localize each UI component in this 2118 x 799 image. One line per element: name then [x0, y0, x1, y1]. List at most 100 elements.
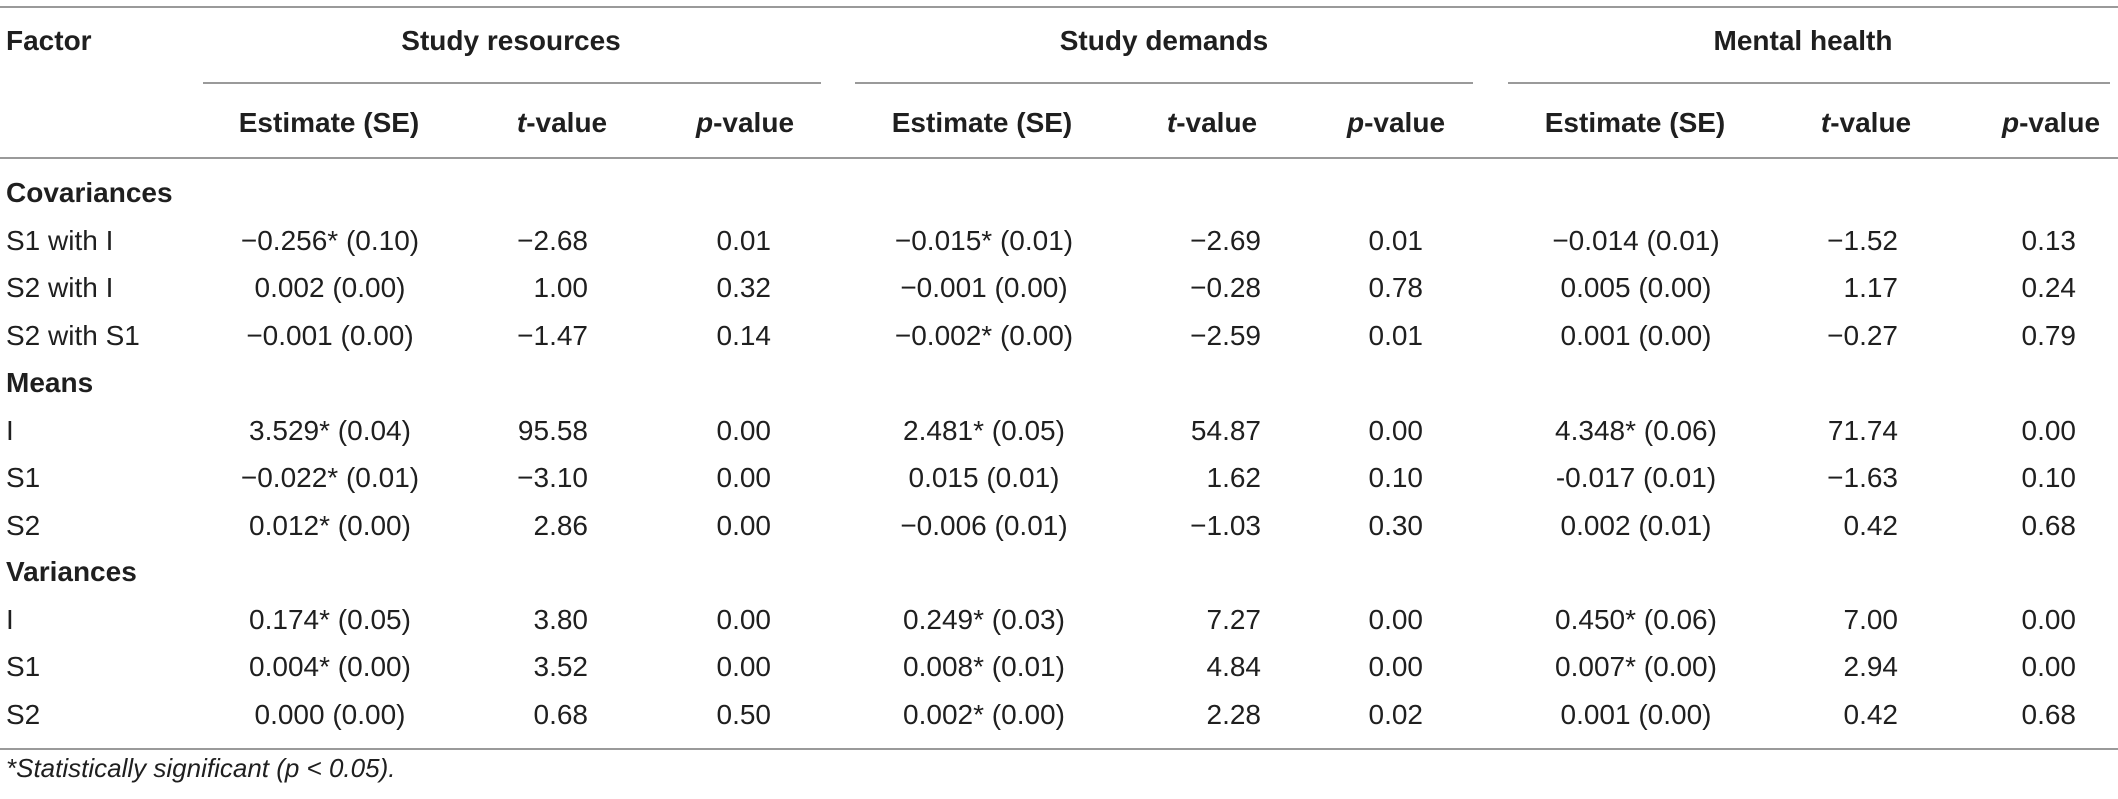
- cell-study-resources-p-value: 0.00: [716, 510, 772, 541]
- cell-mental-health-t-value: 1.17: [1843, 272, 1899, 303]
- row-label: S1 with I: [6, 225, 114, 256]
- table-footnote: *Statistically significant (p < 0.05).: [6, 753, 396, 783]
- cell-study-demands-estimate: 0.008* (0.01): [903, 651, 1065, 682]
- subheader-suffix: -value: [713, 107, 795, 138]
- group-underline-study-demands: [855, 82, 1473, 84]
- cell-mental-health-estimate: 0.001 (0.00): [1560, 320, 1712, 351]
- subheader-study-resources-estimate: Estimate (SE): [238, 107, 420, 138]
- cell-mental-health-p-value: 0.68: [2021, 510, 2077, 541]
- cell-mental-health-p-value: 0.00: [2021, 651, 2077, 682]
- cell-study-demands-t-value: −1.03: [1190, 510, 1261, 541]
- section-title: Covariances: [6, 177, 173, 208]
- subheader-mental-health-t-value: t-value: [1821, 106, 1911, 140]
- cell-mental-health-estimate: 0.002 (0.01): [1560, 510, 1712, 541]
- cell-mental-health-p-value: 0.10: [2021, 462, 2077, 493]
- table-bottom-rule: [0, 748, 2118, 750]
- cell-study-resources-t-value: −1.47: [517, 320, 588, 351]
- subheader-italic-letter: p: [695, 107, 714, 138]
- cell-study-demands-p-value: 0.01: [1368, 225, 1424, 256]
- cell-study-demands-estimate: 0.002* (0.00): [903, 699, 1065, 730]
- table-top-rule: [0, 6, 2118, 8]
- cell-study-demands-estimate: −0.001 (0.00): [900, 272, 1068, 303]
- cell-mental-health-p-value: 0.68: [2021, 699, 2077, 730]
- cell-study-resources-t-value: 95.58: [517, 415, 588, 446]
- cell-study-resources-estimate: −0.001 (0.00): [246, 320, 414, 351]
- subheader-italic-letter: t: [516, 107, 527, 138]
- cell-study-resources-estimate: −0.022* (0.01): [240, 462, 420, 493]
- cell-study-resources-p-value: 0.50: [716, 699, 772, 730]
- cell-study-demands-t-value: −2.69: [1190, 225, 1261, 256]
- cell-study-demands-estimate: 2.481* (0.05): [903, 415, 1065, 446]
- cell-study-demands-estimate: −0.015* (0.01): [894, 225, 1074, 256]
- cell-study-demands-t-value: −2.59: [1190, 320, 1261, 351]
- subheader-italic-letter: t: [1166, 107, 1177, 138]
- cell-mental-health-t-value: 2.94: [1843, 651, 1899, 682]
- cell-study-resources-p-value: 0.00: [716, 462, 772, 493]
- cell-study-resources-estimate: 0.002 (0.00): [254, 272, 406, 303]
- cell-study-resources-estimate: 0.174* (0.05): [249, 604, 411, 635]
- cell-mental-health-t-value: 7.00: [1843, 604, 1899, 635]
- cell-study-resources-t-value: 3.80: [533, 604, 589, 635]
- cell-study-demands-t-value: −0.28: [1190, 272, 1261, 303]
- cell-study-resources-t-value: −2.68: [517, 225, 588, 256]
- cell-mental-health-p-value: 0.79: [2021, 320, 2077, 351]
- group-header-mental-health: Mental health: [1713, 25, 1893, 56]
- cell-study-demands-p-value: 0.78: [1368, 272, 1424, 303]
- cell-study-demands-t-value: 4.84: [1206, 651, 1262, 682]
- subheader-suffix: -value: [1176, 107, 1258, 138]
- row-label: I: [6, 604, 14, 635]
- cell-study-resources-p-value: 0.01: [716, 225, 772, 256]
- cell-study-demands-p-value: 0.00: [1368, 415, 1424, 446]
- cell-mental-health-estimate: 0.005 (0.00): [1560, 272, 1712, 303]
- subheader-study-resources-p-value: p-value: [696, 106, 794, 140]
- cell-study-resources-estimate: −0.256* (0.10): [240, 225, 420, 256]
- subheader-italic-letter: p: [1346, 107, 1365, 138]
- cell-mental-health-estimate: 0.007* (0.00): [1555, 651, 1717, 682]
- cell-study-demands-p-value: 0.00: [1368, 604, 1424, 635]
- cell-mental-health-t-value: −1.52: [1827, 225, 1898, 256]
- cell-study-demands-estimate: 0.249* (0.03): [903, 604, 1065, 635]
- subheader-study-demands-t-value: t-value: [1167, 106, 1257, 140]
- cell-mental-health-t-value: −0.27: [1827, 320, 1898, 351]
- group-header-study-resources: Study resources: [401, 25, 621, 56]
- section-title: Means: [6, 367, 94, 398]
- subheader-mental-health-p-value: p-value: [2002, 106, 2100, 140]
- cell-study-resources-estimate: 0.000 (0.00): [254, 699, 406, 730]
- subheader-italic-letter: p: [2001, 107, 2020, 138]
- cell-mental-health-estimate: 4.348* (0.06): [1555, 415, 1717, 446]
- cell-study-demands-estimate: −0.006 (0.01): [900, 510, 1068, 541]
- row-label: I: [6, 415, 14, 446]
- cell-study-demands-p-value: 0.10: [1368, 462, 1424, 493]
- cell-study-demands-p-value: 0.00: [1368, 651, 1424, 682]
- subheader-study-resources-t-value: t-value: [517, 106, 607, 140]
- cell-study-resources-p-value: 0.00: [716, 604, 772, 635]
- cell-study-demands-t-value: 7.27: [1206, 604, 1262, 635]
- cell-mental-health-t-value: −1.63: [1827, 462, 1898, 493]
- cell-study-resources-p-value: 0.00: [716, 651, 772, 682]
- cell-study-demands-estimate: 0.015 (0.01): [908, 462, 1060, 493]
- cell-mental-health-p-value: 0.24: [2021, 272, 2077, 303]
- row-label: S2 with S1: [6, 320, 140, 351]
- cell-study-resources-estimate: 3.529* (0.04): [249, 415, 411, 446]
- subheader-italic-letter: t: [1820, 107, 1831, 138]
- cell-study-resources-t-value: 1.00: [533, 272, 589, 303]
- group-underline-mental-health: [1508, 82, 2110, 84]
- cell-study-resources-estimate: 0.004* (0.00): [249, 651, 411, 682]
- cell-study-demands-p-value: 0.01: [1368, 320, 1424, 351]
- cell-study-resources-t-value: 2.86: [533, 510, 589, 541]
- cell-study-resources-estimate: 0.012* (0.00): [249, 510, 411, 541]
- cell-mental-health-p-value: 0.13: [2021, 225, 2077, 256]
- cell-study-resources-t-value: 0.68: [533, 699, 589, 730]
- group-header-study-demands: Study demands: [1059, 25, 1269, 56]
- row-label: S1: [6, 462, 41, 493]
- cell-study-resources-p-value: 0.14: [716, 320, 772, 351]
- cell-study-resources-t-value: 3.52: [533, 651, 589, 682]
- cell-study-resources-t-value: −3.10: [517, 462, 588, 493]
- cell-study-demands-t-value: 2.28: [1206, 699, 1262, 730]
- cell-mental-health-p-value: 0.00: [2021, 415, 2077, 446]
- section-title: Variances: [6, 556, 137, 587]
- subheader-suffix: -value: [1364, 107, 1446, 138]
- subheader-suffix: -value: [1830, 107, 1912, 138]
- row-label: S2: [6, 699, 41, 730]
- subheader-suffix: -value: [526, 107, 608, 138]
